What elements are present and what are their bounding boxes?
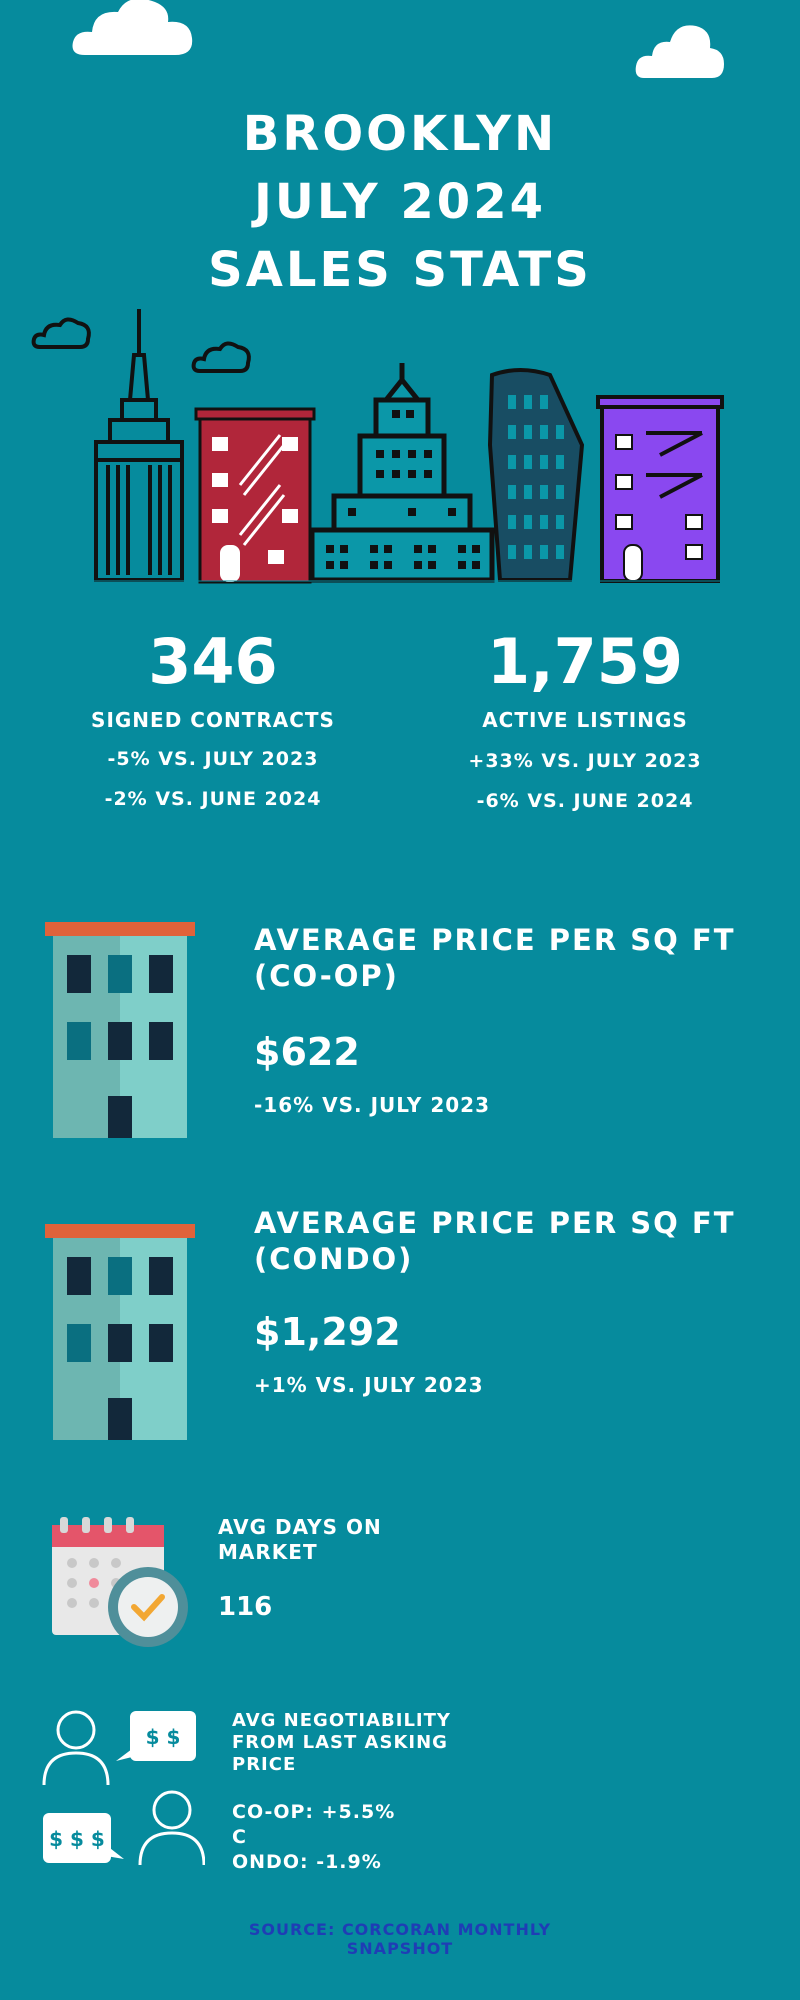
signed-mom-change: -2% VS. JUNE 2024 bbox=[104, 788, 322, 810]
coop-price-change: -16% VS. JULY 2023 bbox=[254, 1093, 490, 1117]
skyline-illustration bbox=[31, 309, 730, 584]
page-title: BROOKLYN JULY 2024 SALES STATS bbox=[0, 100, 800, 304]
negotiability-title: AVG NEGOTIABILITY FROM LAST ASKING PRICE bbox=[232, 1710, 451, 1776]
title-line-subject: SALES STATS bbox=[208, 242, 592, 298]
condo-title-line1: AVERAGE PRICE PER SQ FT bbox=[254, 1206, 736, 1240]
source-note: SOURCE: CORCORAN MONTHLY SNAPSHOT bbox=[0, 1920, 800, 1958]
signed-yoy-change: -5% VS. JULY 2023 bbox=[107, 748, 319, 770]
person-speech-icon: $ $ $ $ $ bbox=[42, 1710, 205, 1866]
negotiability-condo-line-part1: C bbox=[232, 1826, 247, 1848]
outline-cloud-icon bbox=[191, 341, 251, 373]
negotiability-condo-line-part2: ONDO: -1.9% bbox=[232, 1851, 382, 1873]
days-on-market-value: 116 bbox=[218, 1592, 273, 1622]
title-line-date: JULY 2024 bbox=[253, 174, 546, 230]
calendar-clock-icon bbox=[52, 1517, 188, 1647]
days-on-market-title: AVG DAYS ON MARKET bbox=[218, 1515, 382, 1565]
active-listings-value: 1,759 bbox=[486, 625, 684, 698]
active-mom-change: -6% VS. JUNE 2024 bbox=[476, 790, 694, 812]
coop-title-line1: AVERAGE PRICE PER SQ FT bbox=[254, 923, 736, 957]
tower-building bbox=[94, 309, 184, 582]
condo-section-title: AVERAGE PRICE PER SQ FT (CONDO) bbox=[254, 1205, 774, 1277]
negotiability-values: CO-OP: +5.5% C ONDO: -1.9% bbox=[232, 1800, 395, 1875]
coop-title-line2: (CO-OP) bbox=[254, 959, 399, 993]
cloud-icon bbox=[635, 25, 724, 78]
coop-section-title: AVERAGE PRICE PER SQ FT (CO-OP) bbox=[254, 922, 774, 994]
condo-title-line2: (CONDO) bbox=[254, 1242, 414, 1276]
negotiability-title-line3: PRICE bbox=[232, 1754, 297, 1775]
flatiron-building bbox=[487, 368, 585, 582]
signed-contracts-value: 346 bbox=[148, 625, 278, 698]
bubble-dollars-small: $ $ bbox=[146, 1725, 181, 1749]
apartment-building-icon bbox=[45, 1224, 195, 1440]
bubble-dollars-large: $ $ $ bbox=[49, 1827, 105, 1851]
red-apartment-building bbox=[194, 407, 316, 584]
source-line1: SOURCE: CORCORAN MONTHLY bbox=[248, 1920, 552, 1939]
stepped-tower-building bbox=[309, 363, 495, 583]
cloud-icon bbox=[72, 0, 193, 55]
source-line2: SNAPSHOT bbox=[346, 1939, 454, 1958]
active-yoy-change: +33% VS. JULY 2023 bbox=[468, 750, 702, 772]
purple-apartment-building bbox=[596, 395, 724, 583]
outline-cloud-icon bbox=[31, 317, 91, 349]
condo-price-change: +1% VS. JULY 2023 bbox=[254, 1373, 484, 1397]
negotiability-coop-line: CO-OP: +5.5% bbox=[232, 1801, 396, 1823]
days-title-line2: MARKET bbox=[218, 1540, 318, 1564]
negotiability-title-line2: FROM LAST ASKING bbox=[232, 1732, 448, 1753]
days-title-line1: AVG DAYS ON bbox=[218, 1515, 382, 1539]
negotiability-title-line1: AVG NEGOTIABILITY bbox=[232, 1710, 451, 1731]
apartment-building-icon bbox=[45, 922, 195, 1138]
coop-price-value: $622 bbox=[254, 1030, 360, 1074]
title-line-city: BROOKLYN bbox=[242, 106, 558, 162]
active-listings-label: ACTIVE LISTINGS bbox=[482, 708, 688, 732]
condo-price-value: $1,292 bbox=[254, 1310, 401, 1354]
signed-contracts-label: SIGNED CONTRACTS bbox=[91, 708, 335, 732]
